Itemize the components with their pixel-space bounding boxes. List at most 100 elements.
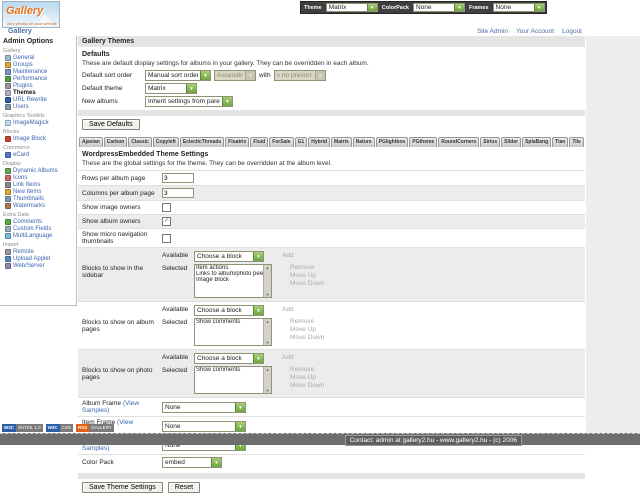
theme-select[interactable]: Matrix ▼ [326, 3, 378, 12]
scrollbar[interactable]: ▲▼ [263, 265, 271, 297]
tab-g1[interactable]: G1 [295, 137, 308, 147]
tab-roundcorners[interactable]: RoundCorners [438, 137, 479, 147]
save-defaults-button[interactable]: Save Defaults [82, 119, 140, 130]
scroll-down-icon[interactable]: ▼ [266, 388, 270, 393]
custom-fields-icon [5, 226, 11, 232]
sidebar-item-watermarks[interactable]: Watermarks [3, 203, 76, 209]
move-up-link[interactable]: Move Up [290, 374, 316, 381]
tab-copyleft[interactable]: Copyleft [153, 137, 179, 147]
scroll-down-icon[interactable]: ▼ [266, 340, 270, 345]
photo-blocks-listbox[interactable]: Show comments▲▼ [194, 366, 272, 394]
move-up-link[interactable]: Move Up [290, 326, 316, 333]
sidebar-item-groups[interactable]: Groups [3, 62, 76, 68]
sidebar-item-image-block[interactable]: Image Block [3, 136, 76, 142]
item-frame-select[interactable]: None ▼ [162, 421, 246, 432]
gallery-logo[interactable]: Gallery your photos on your website [2, 1, 60, 28]
sidebar-item-thumbnails[interactable]: Thumbnails [3, 196, 76, 202]
scroll-down-icon[interactable]: ▼ [266, 292, 270, 297]
save-theme-settings-button[interactable]: Save Theme Settings [82, 482, 163, 493]
sidebar-item-remote[interactable]: Remote [3, 249, 76, 255]
sidebar-item-plugins[interactable]: Plugins [3, 83, 76, 89]
sidebar-item-custom-fields[interactable]: Custom Fields [3, 226, 76, 232]
sidebar-available-blocks-select[interactable]: Choose a block ▼ [194, 251, 264, 262]
columns-per-album-page-input[interactable] [162, 188, 194, 198]
default-theme-select[interactable]: Matrix ▼ [145, 83, 197, 94]
add-link[interactable]: Add [282, 305, 294, 313]
sidebar-item-web-server[interactable]: Web/Server [3, 263, 76, 269]
remove-link[interactable]: Remove [290, 318, 314, 325]
tab-ajaxian[interactable]: Ajaxian [79, 137, 103, 147]
tab-slider[interactable]: Slider [501, 137, 521, 147]
scroll-up-icon[interactable]: ▲ [266, 265, 270, 270]
sidebar-item-maintenance[interactable]: Maintenance [3, 69, 76, 75]
album-available-blocks-select[interactable]: Choose a block ▼ [194, 305, 264, 316]
tab-tile[interactable]: Tile [569, 137, 584, 147]
sidebar-item-new-items[interactable]: New Items [3, 189, 76, 195]
color-pack-select[interactable]: embed ▼ [162, 457, 222, 468]
tab-hybrid[interactable]: Hybrid [308, 137, 330, 147]
tab-pgtheme[interactable]: PGtheme [409, 137, 437, 147]
sidebar-item-dynamic-albums[interactable]: Dynamic Albums [3, 168, 76, 174]
tab-matrix[interactable]: Matrix [331, 137, 352, 147]
listbox-option[interactable]: Show comments [195, 367, 266, 373]
tab-classic[interactable]: Classic [128, 137, 152, 147]
album-frame-select[interactable]: None ▼ [162, 402, 246, 413]
sidebar-item-url-rewrite[interactable]: URL Rewrite [3, 97, 76, 103]
add-link[interactable]: Add [282, 353, 294, 361]
remove-link[interactable]: Remove [290, 366, 314, 373]
add-link[interactable]: Add [282, 251, 294, 259]
show-micro-navigation-thumbnails-checkbox[interactable] [162, 234, 171, 243]
sidebar-item-multilanguage[interactable]: MultiLanguage [3, 233, 76, 239]
move-down-link[interactable]: Move Down [290, 382, 324, 389]
tab-nature[interactable]: Nature [353, 137, 375, 147]
sidebar-item-link-items[interactable]: Link Items [3, 182, 76, 188]
header-link-logout[interactable]: Logout [562, 28, 582, 35]
move-down-link[interactable]: Move Down [290, 280, 324, 287]
sidebar-item-themes[interactable]: Themes [3, 90, 76, 96]
scroll-up-icon[interactable]: ▲ [266, 367, 270, 372]
move-down-link[interactable]: Move Down [290, 334, 324, 341]
listbox-option[interactable]: Show comments [195, 319, 266, 325]
tab-splabang[interactable]: SplaBang [522, 137, 551, 147]
listbox-option[interactable]: Image Block [195, 277, 266, 283]
tab-tian[interactable]: Tian [552, 137, 568, 147]
sidebar-item-ecard[interactable]: eCard [3, 152, 76, 158]
sidebar-item-upload-applet[interactable]: Upload Applet [3, 256, 76, 262]
tab-carbon[interactable]: Carbon [104, 137, 128, 147]
sidebar-item-performance[interactable]: Performance [3, 76, 76, 82]
sidebar-item-users[interactable]: Users [3, 104, 76, 110]
move-up-link[interactable]: Move Up [290, 272, 316, 279]
scrollbar[interactable]: ▲▼ [263, 319, 271, 345]
new-albums-row: New albums Inherit settings from parent … [82, 96, 581, 107]
breadcrumb[interactable]: Gallery [8, 28, 32, 35]
tab-forsale[interactable]: ForSale [269, 137, 293, 147]
reset-button[interactable]: Reset [168, 482, 200, 493]
scrollbar[interactable]: ▲▼ [263, 367, 271, 393]
tab-eclecticthreads[interactable]: EclecticThreads [180, 137, 224, 147]
tab-siriux[interactable]: Siriux [480, 137, 500, 147]
scroll-up-icon[interactable]: ▲ [266, 319, 270, 324]
sidebar-item-imagemagick[interactable]: ImageMagick [3, 120, 76, 126]
sidebar-item-general[interactable]: General [3, 55, 76, 61]
frames-select[interactable]: None ▼ [493, 3, 545, 12]
header-link-your-account[interactable]: Your Account [516, 28, 554, 35]
default-sort-order-select[interactable]: Manual sort order ▼ [145, 70, 211, 81]
tab-pglightbox[interactable]: PGlightbox [376, 137, 409, 147]
new-albums-select[interactable]: Inherit settings from parent album ▼ [145, 96, 233, 107]
show-image-owners-checkbox[interactable] [162, 203, 171, 212]
photo-available-blocks-select[interactable]: Choose a block ▼ [194, 353, 264, 364]
tab-floatrix[interactable]: Floatrix [225, 137, 249, 147]
colorpack-select[interactable]: None ▼ [413, 3, 465, 12]
show-album-owners-checkbox[interactable] [162, 217, 171, 226]
remove-link[interactable]: Remove [290, 264, 314, 271]
tab-fluid[interactable]: Fluid [250, 137, 268, 147]
rows-per-album-page-input[interactable] [162, 173, 194, 183]
sidebar-item-icons[interactable]: Icons [3, 175, 76, 181]
sidebar-item-comments[interactable]: Comments [3, 219, 76, 225]
album-blocks-listbox[interactable]: Show comments▲▼ [194, 318, 272, 346]
header-link-site-admin[interactable]: Site Admin [477, 28, 508, 35]
